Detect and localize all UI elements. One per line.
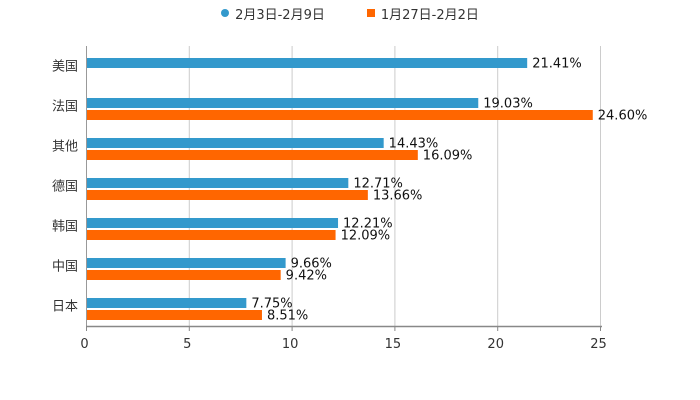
x-tick-label: 15 — [385, 337, 402, 352]
bar-series-2 — [87, 150, 418, 160]
y-category-label: 中国 — [52, 260, 78, 275]
y-category-label: 德国 — [52, 180, 78, 195]
bar-series-1 — [87, 178, 349, 188]
bar-series-2 — [87, 190, 368, 200]
x-tick-label: 10 — [282, 337, 299, 352]
data-label-series-1: 21.41% — [532, 57, 582, 72]
x-tick-label: 20 — [487, 337, 504, 352]
data-label-series-2: 24.60% — [598, 109, 648, 124]
data-label-series-2: 13.66% — [373, 189, 423, 204]
bar-series-2 — [87, 310, 262, 320]
bar-series-2 — [87, 110, 593, 120]
data-label-series-1: 9.66% — [291, 257, 332, 272]
data-label-series-1: 19.03% — [483, 97, 533, 112]
data-label-series-1: 12.21% — [343, 217, 393, 232]
legend-label-series-2: 1月27日-2月2日 — [380, 7, 479, 23]
data-label-series-1: 7.75% — [251, 297, 292, 312]
y-category-label: 韩国 — [52, 220, 78, 235]
data-label-series-1: 12.71% — [353, 177, 403, 192]
bar-series-1 — [87, 258, 286, 268]
y-category-label: 日本 — [52, 300, 78, 315]
bar-series-1 — [87, 58, 528, 68]
data-label-series-2: 8.51% — [267, 309, 308, 324]
bar-series-1 — [87, 298, 247, 308]
bar-series-2 — [87, 270, 281, 280]
bar-series-1 — [87, 98, 479, 108]
bar-series-1 — [87, 138, 384, 148]
legend: 2月3日-2月9日 1月27日-2月2日 — [0, 3, 700, 23]
y-category-label: 美国 — [52, 60, 78, 75]
bar-series-1 — [87, 218, 339, 228]
bar-series-2 — [87, 230, 336, 240]
y-category-label: 其他 — [52, 140, 78, 155]
x-tick-label: 0 — [80, 337, 88, 352]
data-label-series-2: 12.09% — [341, 229, 391, 244]
data-label-series-2: 9.42% — [286, 269, 327, 284]
legend-item-series-1[interactable]: 2月3日-2月9日 — [221, 4, 325, 23]
y-category-label: 法国 — [52, 100, 78, 115]
data-label-series-1: 14.43% — [389, 137, 439, 152]
legend-marker-series-1 — [221, 9, 230, 17]
legend-marker-series-2 — [366, 9, 375, 17]
x-tick-label: 5 — [183, 337, 191, 352]
data-label-series-2: 16.09% — [423, 149, 473, 164]
legend-item-series-2[interactable]: 1月27日-2月2日 — [366, 4, 479, 23]
x-tick-label: 25 — [590, 337, 607, 352]
legend-label-series-1: 2月3日-2月9日 — [235, 7, 325, 23]
